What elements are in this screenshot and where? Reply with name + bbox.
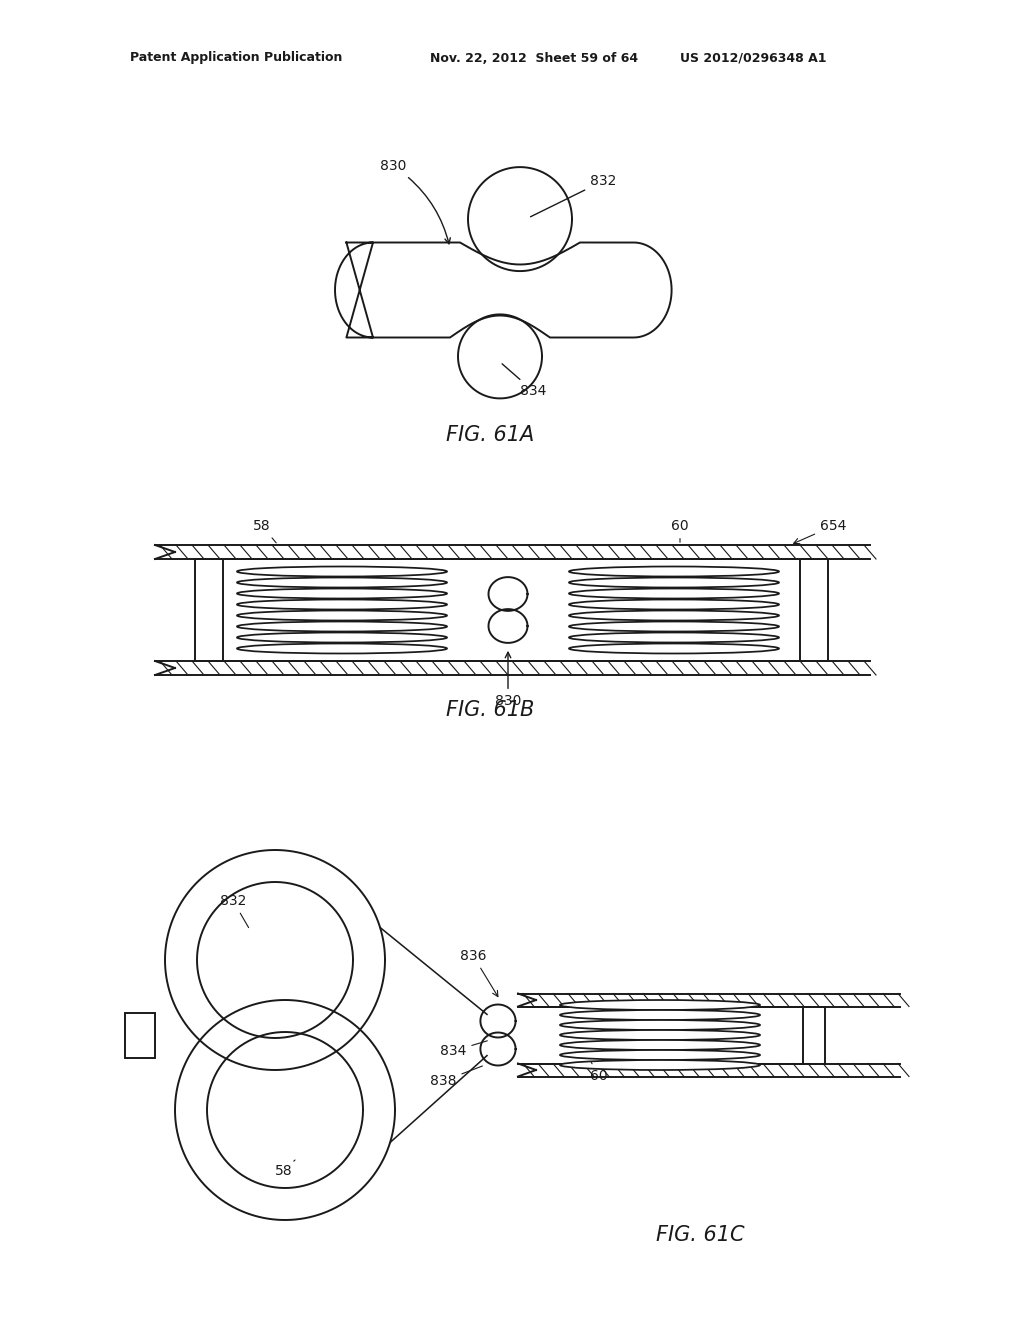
Text: FIG. 61C: FIG. 61C xyxy=(655,1225,744,1245)
Text: 60: 60 xyxy=(671,519,689,543)
Text: 836: 836 xyxy=(460,949,498,997)
Text: 830: 830 xyxy=(380,158,451,244)
Ellipse shape xyxy=(237,566,447,577)
Ellipse shape xyxy=(560,1010,760,1020)
Text: Patent Application Publication: Patent Application Publication xyxy=(130,51,342,65)
Ellipse shape xyxy=(237,632,447,643)
Ellipse shape xyxy=(569,622,779,631)
Text: Nov. 22, 2012  Sheet 59 of 64: Nov. 22, 2012 Sheet 59 of 64 xyxy=(430,51,638,65)
Ellipse shape xyxy=(237,644,447,653)
Text: 830: 830 xyxy=(495,652,521,708)
Ellipse shape xyxy=(237,622,447,631)
Ellipse shape xyxy=(237,610,447,620)
Text: 832: 832 xyxy=(530,174,616,216)
Text: 654: 654 xyxy=(794,519,847,544)
Text: 832: 832 xyxy=(220,894,249,928)
Ellipse shape xyxy=(560,1040,760,1049)
Text: FIG. 61A: FIG. 61A xyxy=(445,425,535,445)
Ellipse shape xyxy=(569,610,779,620)
Ellipse shape xyxy=(569,578,779,587)
Ellipse shape xyxy=(237,599,447,610)
Ellipse shape xyxy=(569,599,779,610)
Ellipse shape xyxy=(560,1060,760,1071)
Text: 834: 834 xyxy=(502,364,547,399)
FancyBboxPatch shape xyxy=(125,1012,155,1057)
Ellipse shape xyxy=(569,566,779,577)
Text: US 2012/0296348 A1: US 2012/0296348 A1 xyxy=(680,51,826,65)
Ellipse shape xyxy=(569,644,779,653)
Ellipse shape xyxy=(569,589,779,598)
Ellipse shape xyxy=(560,1049,760,1060)
Text: 58: 58 xyxy=(275,1160,295,1177)
Ellipse shape xyxy=(560,1001,760,1010)
Text: 834: 834 xyxy=(440,1040,487,1059)
Text: 58: 58 xyxy=(253,519,276,543)
Ellipse shape xyxy=(237,589,447,598)
Ellipse shape xyxy=(237,578,447,587)
Ellipse shape xyxy=(569,632,779,643)
Text: 838: 838 xyxy=(430,1067,482,1088)
Text: 60: 60 xyxy=(590,1063,607,1082)
Ellipse shape xyxy=(560,1020,760,1030)
Ellipse shape xyxy=(560,1030,760,1040)
Text: FIG. 61B: FIG. 61B xyxy=(445,700,535,719)
